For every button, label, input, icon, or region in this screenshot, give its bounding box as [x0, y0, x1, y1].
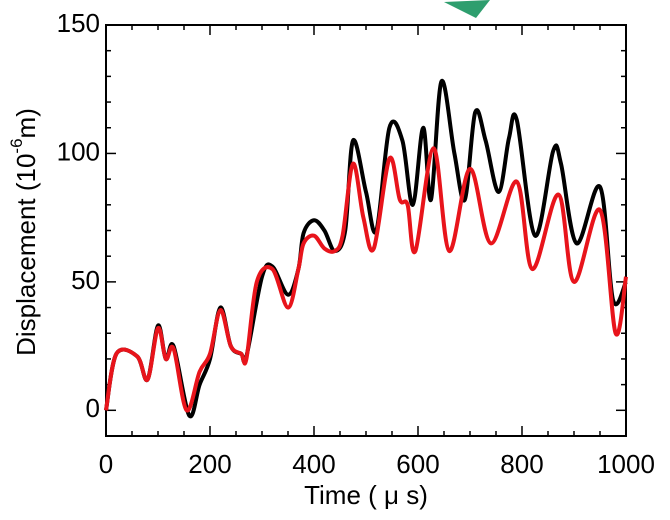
y-axis-label: Displacement (10-6m) [7, 108, 40, 356]
x-tick-label: 400 [292, 449, 335, 479]
x-tick-label: 200 [188, 449, 231, 479]
x-axis-label: Time ( μ s) [304, 480, 428, 510]
x-tick-label: 1000 [597, 449, 655, 479]
y-label-main: Displacement (10 [11, 154, 41, 356]
y-tick-label: 100 [57, 136, 100, 166]
y-tick-label: 50 [71, 265, 100, 295]
x-tick-label: 600 [396, 449, 439, 479]
arrow-fragment [444, 0, 490, 18]
x-tick-label: 0 [99, 449, 113, 479]
series-line [104, 146, 628, 413]
y-label-unit: m) [11, 108, 41, 138]
y-tick-label: 0 [86, 393, 100, 423]
y-tick-label: 150 [57, 8, 100, 38]
x-tick-label: 800 [500, 449, 543, 479]
y-label-exponent: -6 [7, 138, 26, 153]
series-line [104, 79, 628, 419]
